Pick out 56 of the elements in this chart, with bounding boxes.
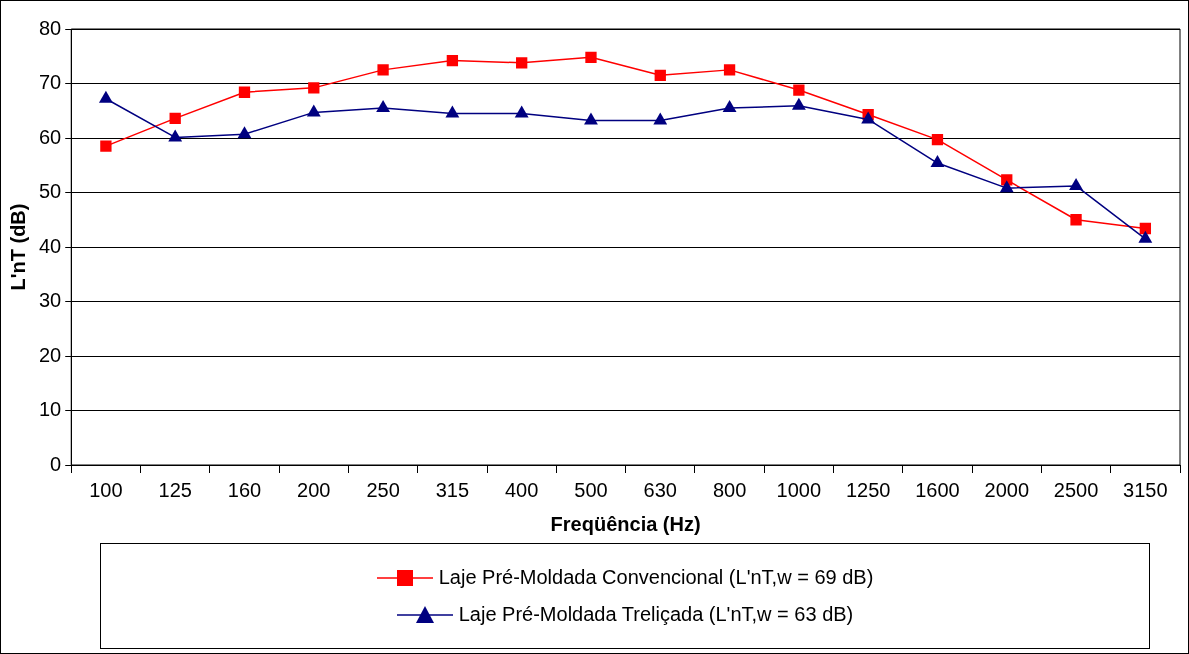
x-tick-label: 1000	[776, 478, 822, 501]
x-tick-label: 1250	[845, 478, 891, 501]
point	[723, 64, 736, 76]
point	[376, 100, 391, 113]
x-tick-label: 200	[297, 478, 331, 501]
point	[168, 129, 183, 142]
y-tick-label: 30	[39, 289, 62, 312]
point	[999, 180, 1014, 193]
x-tick-label: 1600	[915, 478, 960, 501]
point	[1069, 177, 1083, 190]
y-tick-label: 80	[39, 16, 62, 39]
x-tick-label: 250	[366, 478, 400, 501]
point	[446, 54, 459, 67]
x-tick-label: 2000	[984, 478, 1030, 501]
y-tick-label: 0	[50, 452, 62, 475]
y-tick-label: 20	[39, 343, 62, 366]
point	[237, 126, 252, 139]
x-tick-label: 315	[435, 478, 470, 501]
x-tick-label: 125	[158, 478, 192, 501]
point	[514, 105, 529, 118]
point	[722, 100, 737, 113]
point	[1138, 230, 1153, 243]
point	[931, 133, 944, 146]
x-tick-label: 100	[89, 478, 123, 501]
legend-label: Laje Pré-Moldada Convencional (L'nT,w = 69 dB)	[438, 566, 874, 589]
point	[100, 140, 112, 152]
point	[653, 112, 668, 125]
x-tick-label: 2500	[1053, 478, 1099, 501]
point	[308, 82, 320, 94]
x-tick-label: 3150	[1123, 478, 1168, 501]
point	[584, 112, 598, 125]
point	[445, 105, 460, 118]
point	[238, 86, 251, 98]
point	[930, 155, 945, 168]
x-tick-label: 630	[643, 478, 677, 501]
point	[306, 104, 321, 117]
y-tick-label: 40	[39, 234, 62, 257]
point	[516, 57, 528, 69]
y-tick-label: 10	[39, 398, 62, 421]
y-tick-label: 60	[39, 125, 62, 148]
legend-label: Laje Pré-Moldada Treliçada (L'nT,w = 63 dB)	[458, 603, 854, 626]
x-tick-label: 400	[504, 478, 539, 501]
y-tick-label: 50	[39, 180, 62, 203]
point	[377, 64, 389, 76]
y-axis-title: L'nT (dB)	[6, 203, 29, 291]
point	[585, 51, 597, 63]
x-tick-label: 500	[574, 478, 608, 501]
point	[654, 69, 666, 81]
point	[169, 112, 181, 125]
y-tick-label: 70	[39, 71, 62, 94]
point	[98, 90, 113, 103]
point	[791, 97, 806, 110]
x-tick-label: 160	[227, 478, 262, 501]
x-axis-title: Freqüência (Hz)	[550, 512, 701, 535]
x-tick-label: 800	[712, 478, 747, 501]
point	[793, 84, 805, 96]
